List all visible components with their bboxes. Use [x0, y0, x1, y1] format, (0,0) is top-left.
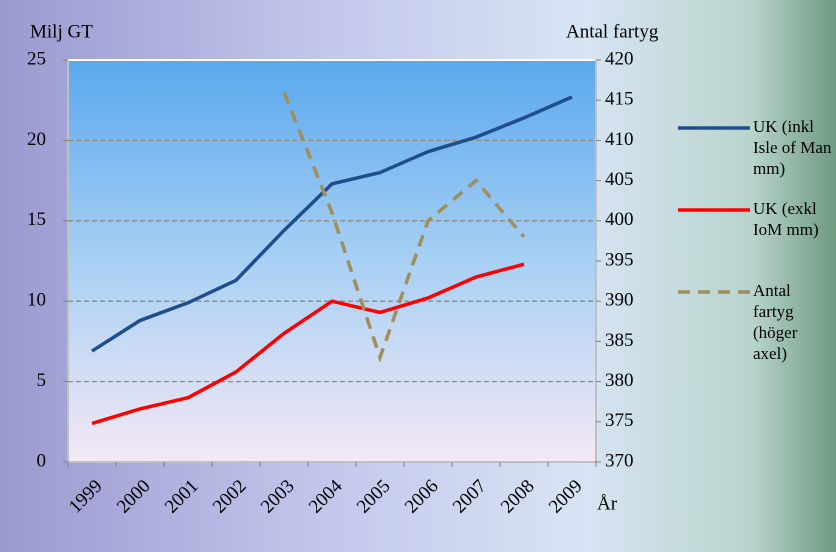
x-tick-label: 2001 — [161, 476, 203, 518]
plot-area — [67, 59, 597, 463]
x-tick-label: 2008 — [497, 476, 539, 518]
y-tick-label: 5 — [37, 370, 47, 391]
y2-tick-label: 405 — [605, 169, 634, 190]
y2-tick-label: 395 — [605, 249, 634, 270]
series-line — [91, 262, 525, 426]
x-tick-label: 2000 — [113, 476, 155, 518]
x-tick-label: 2006 — [401, 476, 443, 518]
series-line — [282, 91, 526, 363]
y-tick-label: 20 — [27, 129, 46, 150]
y2-tick-label: 415 — [605, 89, 634, 110]
y-tick-label: 15 — [27, 209, 46, 230]
y2-tick-label: 375 — [605, 410, 634, 431]
y2-tick-label: 400 — [605, 209, 634, 230]
y2-axis-title: Antal fartyg — [566, 21, 659, 42]
x-tick-label: 2009 — [545, 476, 587, 518]
y2-tick-label: 370 — [605, 450, 634, 471]
y2-tick-label: 390 — [605, 290, 634, 311]
y2-tick-label: 410 — [605, 129, 634, 150]
y-tick-label: 10 — [27, 290, 46, 311]
legend-swatch — [678, 208, 750, 212]
series-line — [91, 95, 573, 353]
legend-label: UK (exkl IoM mm) — [753, 199, 819, 239]
legend-label: Antal fartyg (höger axel) — [753, 281, 798, 363]
x-tick-label: 2002 — [209, 476, 251, 518]
x-tick-label: 2004 — [305, 475, 347, 517]
x-tick-label: 2005 — [353, 476, 395, 518]
y2-tick-label: 385 — [605, 330, 634, 351]
y2-tick-label: 380 — [605, 370, 634, 391]
y-tick-label: 0 — [37, 450, 47, 471]
y-tick-label: 25 — [27, 48, 46, 69]
x-tick-label: 2007 — [449, 476, 491, 518]
x-axis-title: År — [597, 493, 618, 514]
y2-tick-label: 420 — [605, 48, 634, 69]
x-tick-label: 1999 — [65, 476, 107, 518]
legend-swatch — [678, 126, 750, 130]
legend-swatch — [678, 290, 750, 294]
x-tick-label: 2003 — [257, 476, 299, 518]
legend-label: UK (inkl Isle of Man mm) — [753, 117, 832, 178]
y-axis-title: Milj GT — [30, 21, 93, 42]
